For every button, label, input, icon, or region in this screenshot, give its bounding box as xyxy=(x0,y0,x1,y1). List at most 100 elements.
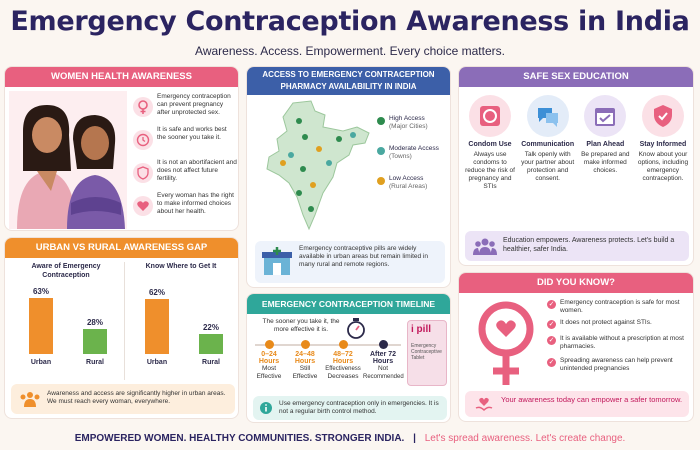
clock-icon xyxy=(133,130,153,150)
timeline-step-unit: Hours xyxy=(372,358,394,365)
bar-category-label: Urban xyxy=(146,359,168,366)
fact-row: Emergency contraception can prevent preg… xyxy=(133,93,237,126)
safe-sex-item-title: Communication xyxy=(521,141,575,148)
fact-text: It is safe and works best the sooner you… xyxy=(157,126,227,141)
ipill-brand: i pill xyxy=(411,324,431,335)
timeline-intro: The sooner you take it, the more effecti… xyxy=(262,318,340,333)
check-icon: ✓ xyxy=(547,336,556,345)
safe-sex-banner: Education empowers. Awareness protects. … xyxy=(465,231,689,261)
timeline-step-desc: Effective xyxy=(256,373,282,380)
fact-row: ✓ Spreading awareness can help prevent u… xyxy=(547,357,691,375)
safe-sex-item-title: Stay Informed xyxy=(639,141,687,148)
female-symbol-icon xyxy=(133,97,153,117)
fact-text: Spreading awareness can help prevent uni… xyxy=(560,357,673,372)
access-header: ACCESS TO EMERGENCY CONTRACEPTION PHARMA… xyxy=(247,67,450,95)
footer-right: Let's spread awareness. Let's create cha… xyxy=(424,433,626,444)
safe-sex-item-text: Be prepared and make informed choices. xyxy=(581,151,630,174)
gap-left-chart: 63% Urban 28% Rural xyxy=(15,284,119,366)
check-icon: ✓ xyxy=(547,320,556,329)
india-map xyxy=(266,100,370,231)
legend-label: High Access xyxy=(389,115,425,122)
calendar-icon xyxy=(584,95,627,137)
timeline-step: 48–72 Hours Effectiveness Decreases xyxy=(323,340,363,381)
legend-item: High Access (Major Cities) xyxy=(377,115,449,145)
timeline-step-desc: Not xyxy=(377,365,389,372)
legend-item: Moderate Access (Towns) xyxy=(377,145,449,175)
bar xyxy=(145,299,169,354)
safe-sex-card: SAFE SEX EDUCATION Condom Use Always use… xyxy=(458,66,694,266)
women-health-card: WOMEN HEALTH AWARENESS Emergency contrac… xyxy=(4,66,239,231)
info-icon xyxy=(259,401,273,420)
safe-sex-item-text: Know about your options, including emerg… xyxy=(637,151,689,182)
gap-right-chart: 62% Urban 22% Rural xyxy=(131,284,235,366)
safe-sex-items: Condom Use Always use condoms to reduce … xyxy=(463,95,691,225)
access-note: Emergency contraceptive pills are widely… xyxy=(299,245,428,268)
legend-sub: (Towns) xyxy=(389,153,412,160)
chat-icon xyxy=(526,95,569,137)
gap-right-title: Know Where to Get It xyxy=(145,263,217,270)
gap-header: URBAN VS RURAL AWARENESS GAP xyxy=(5,238,238,258)
legend-item: Low Access (Rural Areas) xyxy=(377,175,449,205)
shield-heart-icon xyxy=(133,163,153,183)
page-subtitle: Awareness. Access. Empowerment. Every ch… xyxy=(195,44,505,58)
timeline-note-box: Use emergency contraception only in emer… xyxy=(253,396,447,420)
safe-sex-header: SAFE SEX EDUCATION xyxy=(459,67,693,87)
timeline-header: EMERGENCY CONTRACEPTION TIMELINE xyxy=(247,294,450,314)
bar-value-label: 28% xyxy=(86,318,103,327)
ipill-line: Emergency xyxy=(411,343,437,349)
access-header-line1: ACCESS TO EMERGENCY CONTRACEPTION xyxy=(262,70,435,79)
did-you-know-banner-text: Your awareness today can empower a safer… xyxy=(501,395,683,404)
map-legend: High Access (Major Cities) Moderate Acces… xyxy=(377,115,449,205)
heart-icon xyxy=(133,196,153,216)
timeline-step-desc: Effective xyxy=(292,373,318,380)
timeline-card: EMERGENCY CONTRACEPTION TIMELINE The soo… xyxy=(246,293,451,423)
safe-sex-item-title: Plan Ahead xyxy=(586,141,625,148)
bar-column: 28% Rural xyxy=(75,284,115,366)
ipill-line: Contraceptive xyxy=(411,349,442,355)
safe-sex-item: Plan Ahead Be prepared and make informed… xyxy=(578,95,632,225)
fact-text: It is not an abortifacient and does not … xyxy=(157,159,237,182)
did-you-know-facts: ✓ Emergency contraception is safe for mo… xyxy=(547,299,691,375)
stopwatch-icon xyxy=(345,316,367,345)
fact-row: Every woman has the right to make inform… xyxy=(133,192,237,225)
gap-divider xyxy=(124,262,125,380)
did-you-know-card: DID YOU KNOW? ✓ Emergency contraception … xyxy=(458,272,694,422)
legend-sub: (Rural Areas) xyxy=(389,183,428,190)
gap-note-box: Awareness and access are significantly h… xyxy=(11,384,235,414)
female-heart-icon xyxy=(471,299,541,394)
timeline-step-unit: Hours xyxy=(294,358,316,365)
legend-sub: (Major Cities) xyxy=(389,123,428,130)
fact-text: Emergency contraception is safe for most… xyxy=(560,299,680,314)
fact-text: Emergency contraception can prevent preg… xyxy=(157,93,231,116)
safe-sex-item: Stay Informed Know about your options, i… xyxy=(635,95,691,225)
access-header-line2: PHARMACY AVAILABILITY IN INDIA xyxy=(280,82,417,91)
check-icon: ✓ xyxy=(547,300,556,309)
ipill-box: i pill Emergency Contraceptive Tablet xyxy=(407,320,447,386)
safe-sex-item: Condom Use Always use condoms to reduce … xyxy=(463,95,517,225)
women-health-facts: Emergency contraception can prevent preg… xyxy=(133,93,237,225)
fact-row: ✓ Emergency contraception is safe for mo… xyxy=(547,299,691,317)
women-illustration xyxy=(9,91,127,229)
bar xyxy=(83,329,107,354)
safe-sex-banner-text: Education empowers. Awareness protects. … xyxy=(503,237,675,253)
timeline-step-desc: Recommended xyxy=(363,374,404,380)
safe-sex-item: Communication Talk openly with your part… xyxy=(520,95,576,225)
timeline-step: After 72 Hours Not Recommended xyxy=(363,340,404,381)
community-icon xyxy=(473,237,497,260)
bar-column: 63% Urban xyxy=(21,284,61,366)
legend-label: Moderate Access xyxy=(389,145,439,152)
page-title: Emergency Contraception Awareness in Ind… xyxy=(10,6,690,37)
bar-value-label: 22% xyxy=(202,323,219,332)
people-icon xyxy=(19,391,41,412)
fact-text: Every woman has the right to make inform… xyxy=(157,192,234,215)
bar-category-label: Rural xyxy=(202,359,220,366)
timeline-step-time: After 72 xyxy=(369,351,397,358)
safe-sex-item-text: Talk openly with your partner about prot… xyxy=(521,151,575,182)
safe-sex-item-title: Condom Use xyxy=(468,141,512,148)
timeline-step-desc: Decreases xyxy=(327,373,359,380)
footer-divider: | xyxy=(413,433,416,444)
bar-column: 62% Urban xyxy=(137,284,177,366)
fact-row: ✓ It is available without a prescription… xyxy=(547,335,691,355)
bar-category-label: Urban xyxy=(30,359,52,366)
access-note-box: Emergency contraceptive pills are widely… xyxy=(255,241,445,283)
